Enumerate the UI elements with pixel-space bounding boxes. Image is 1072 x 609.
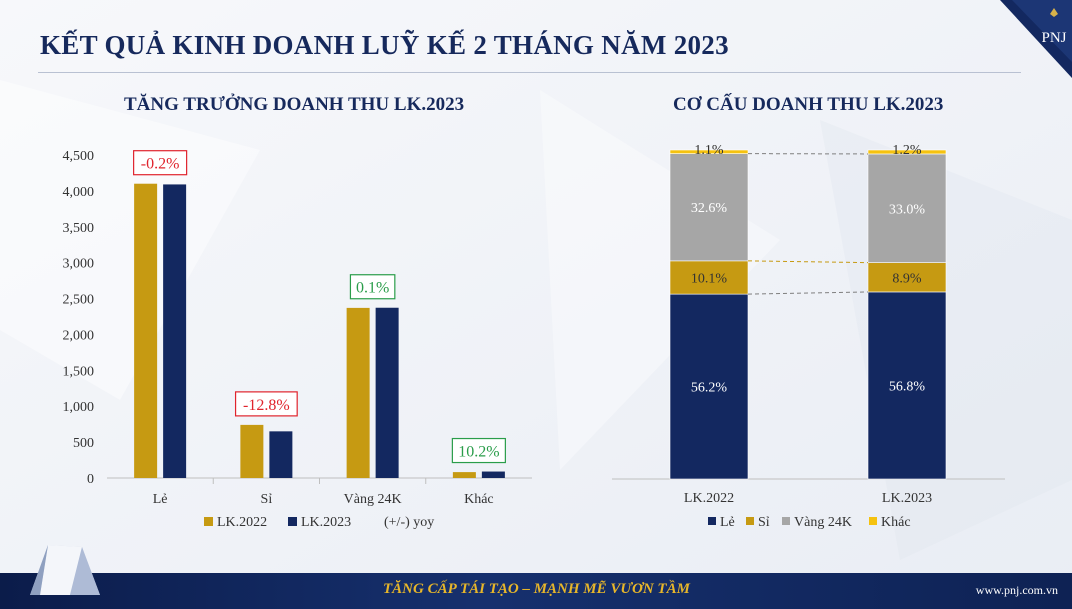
segment-label: 56.2% [691,381,728,396]
bar-lk2022 [346,307,370,478]
x-tick-label: LK.2022 [684,491,734,506]
bar-lk2022 [240,424,264,478]
footer-bar [0,573,1072,609]
legend-label: Vàng 24K [794,515,852,530]
bar-lk2022 [134,183,158,478]
bar-lk2023 [481,471,505,478]
stacked-segment-khác [669,149,749,154]
page-title: KẾT QUẢ KINH DOANH LUỸ KẾ 2 THÁNG NĂM 20… [40,30,729,60]
logo-emblem-icon [1050,8,1058,17]
bar-lk2023 [163,184,187,478]
segment-label: 1.1% [694,143,724,158]
segment-label: 56.8% [889,379,926,394]
yoy-annotation-box [451,437,506,464]
title-divider [38,72,1021,73]
y-tick-label: 0 [87,472,94,487]
y-tick-label: 1,500 [63,364,95,379]
stacked-segment-vàng-24k [669,153,749,262]
yoy-annotation-box [133,150,188,176]
legend-label-yoy: (+/-) yoy [384,515,434,530]
stacked-segment-khác [867,149,947,155]
legend-swatch [746,517,754,525]
y-tick-label: 3,000 [63,257,95,272]
pnj-logo: PNJ [1000,0,1072,78]
x-tick-label: Sỉ [261,492,273,507]
y-tick-label: 1,000 [63,400,95,415]
right-chart-title: CƠ CẤU DOANH THU LK.2023 [673,94,944,115]
connector-line [747,260,869,264]
footer-slogan: TĂNG CẤP TÁI TẠO – MẠNH MẼ VƯƠN TẦM [383,581,690,597]
legend-label: LK.2022 [217,515,267,530]
legend-label: Khác [881,515,911,530]
y-tick-label: 2,500 [63,293,95,308]
stacked-segment-vàng-24k [867,153,947,263]
segment-label: 10.1% [691,271,728,286]
bar-lk2023 [269,431,293,478]
x-tick-label: LK.2023 [882,491,932,506]
y-tick-label: 2,000 [63,328,95,343]
legend-swatch-lk2022 [204,517,213,526]
y-tick-label: 4,000 [63,185,95,200]
y-tick-label: 3,500 [63,221,95,236]
segment-label: 33.0% [889,202,926,217]
left-chart-title: TĂNG TRƯỞNG DOANH THU LK.2023 [124,94,465,115]
segment-label: 32.6% [691,201,728,216]
stacked-segment-sỉ [669,260,749,295]
stacked-segment-lẻ [669,293,749,480]
stacked-segment-lẻ [867,291,947,480]
yoy-annotation: -12.8% [243,397,290,414]
legend-swatch [708,517,716,525]
bar-lk2022 [452,472,476,478]
legend-label: LK.2023 [301,515,351,530]
footer-url[interactable]: www.pnj.com.vn [975,583,1058,597]
y-tick-label: 500 [73,436,94,451]
x-tick-label: Vàng 24K [344,492,402,507]
y-tick-label: 4,500 [63,149,95,164]
yoy-annotation: 0.1% [356,280,389,297]
diamond-icon [30,545,100,595]
bar-lk2023 [375,307,399,478]
yoy-annotation: -0.2% [141,156,180,173]
yoy-annotation-box [349,274,396,300]
logo-text: PNJ [1041,30,1066,46]
segment-label: 1.2% [892,143,922,158]
connector-line [747,291,869,295]
legend-swatch [869,517,877,525]
yoy-annotation: 10.2% [458,444,499,461]
legend-swatch-lk2023 [288,517,297,526]
x-tick-label: Khác [464,492,494,507]
legend-label: Lẻ [720,515,735,530]
yoy-annotation-box [234,391,298,417]
legend-label: Sỉ [758,515,770,530]
legend-swatch [782,517,790,525]
x-tick-label: Lẻ [153,492,168,507]
segment-label: 8.9% [892,271,922,286]
